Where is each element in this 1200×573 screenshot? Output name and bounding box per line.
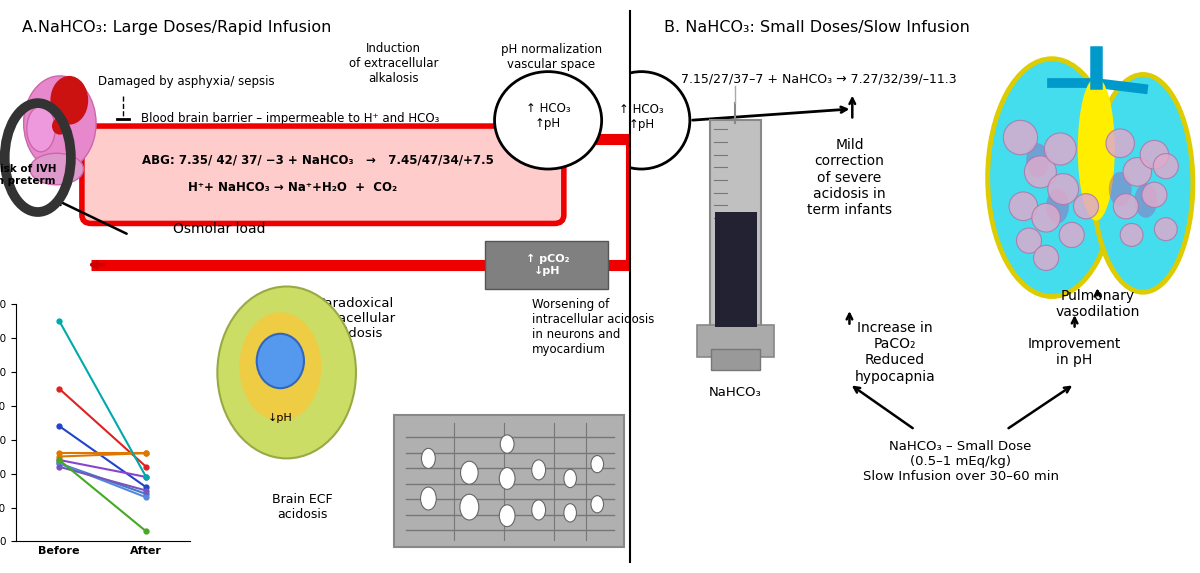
Text: H⁺+ NaHCO₃ → Na⁺+H₂O  +  CO₂: H⁺+ NaHCO₃ → Na⁺+H₂O + CO₂ xyxy=(188,182,397,194)
Circle shape xyxy=(1060,222,1085,248)
FancyBboxPatch shape xyxy=(697,325,774,357)
Ellipse shape xyxy=(1078,77,1115,221)
Text: ↑ HCO₃
↑pH: ↑ HCO₃ ↑pH xyxy=(526,102,570,129)
Ellipse shape xyxy=(257,333,304,388)
Circle shape xyxy=(1140,140,1169,169)
Text: ↓pH: ↓pH xyxy=(268,413,293,423)
FancyBboxPatch shape xyxy=(715,212,757,327)
Circle shape xyxy=(1153,154,1178,179)
Text: ↑ pCO₂
↓pH: ↑ pCO₂ ↓pH xyxy=(526,254,569,276)
Text: Blood brain barrier – impermeable to H⁺ and HCO₃: Blood brain barrier – impermeable to H⁺ … xyxy=(140,112,439,125)
Ellipse shape xyxy=(532,500,546,520)
Circle shape xyxy=(1074,194,1098,219)
Circle shape xyxy=(1106,129,1134,158)
Ellipse shape xyxy=(50,76,89,125)
Ellipse shape xyxy=(30,154,84,185)
Circle shape xyxy=(593,72,690,169)
Ellipse shape xyxy=(421,448,436,469)
Text: NaHCO₃ – Small Dose
(0.5–1 mEq/kg)
Slow Infusion over 30–60 min: NaHCO₃ – Small Dose (0.5–1 mEq/kg) Slow … xyxy=(863,439,1058,483)
Ellipse shape xyxy=(499,505,515,527)
Ellipse shape xyxy=(500,435,514,453)
Text: pH normalization
vascular space: pH normalization vascular space xyxy=(500,44,602,71)
Ellipse shape xyxy=(564,504,576,522)
Text: Risk of IVH
in preterm: Risk of IVH in preterm xyxy=(0,164,56,186)
Ellipse shape xyxy=(420,487,437,510)
Ellipse shape xyxy=(1093,74,1193,292)
Text: NaHCO₃: NaHCO₃ xyxy=(94,524,140,536)
Circle shape xyxy=(1044,133,1076,165)
Text: ↑ HCO₃
↑pH: ↑ HCO₃ ↑pH xyxy=(619,104,664,131)
Circle shape xyxy=(1003,120,1038,155)
Ellipse shape xyxy=(461,461,478,484)
Ellipse shape xyxy=(590,456,604,473)
FancyBboxPatch shape xyxy=(82,126,564,223)
Text: Increase in
PaCO₂
Reduced
hypocapnia: Increase in PaCO₂ Reduced hypocapnia xyxy=(854,321,936,384)
Text: B. NaHCO₃: Small Doses/Slow Infusion: B. NaHCO₃: Small Doses/Slow Infusion xyxy=(665,20,970,35)
Ellipse shape xyxy=(240,312,322,421)
Text: Mild
correction
of severe
acidosis in
term infants: Mild correction of severe acidosis in te… xyxy=(806,138,892,217)
FancyBboxPatch shape xyxy=(710,349,760,370)
Text: NaHCO₃: NaHCO₃ xyxy=(709,386,762,399)
Circle shape xyxy=(1142,182,1166,207)
Ellipse shape xyxy=(532,460,546,480)
Ellipse shape xyxy=(26,106,55,152)
FancyBboxPatch shape xyxy=(710,120,761,335)
Text: Worsening of
intracellular acidosis
in neurons and
myocardium: Worsening of intracellular acidosis in n… xyxy=(533,297,655,356)
Ellipse shape xyxy=(1109,172,1132,206)
Text: Induction
of extracellular
alkalosis: Induction of extracellular alkalosis xyxy=(349,41,438,85)
Ellipse shape xyxy=(1026,143,1049,178)
Ellipse shape xyxy=(217,286,356,458)
Circle shape xyxy=(1048,174,1079,205)
Circle shape xyxy=(1025,156,1056,188)
Ellipse shape xyxy=(1134,183,1157,218)
Circle shape xyxy=(1114,194,1139,219)
Circle shape xyxy=(494,72,601,169)
Circle shape xyxy=(1120,223,1142,246)
Ellipse shape xyxy=(460,494,479,520)
Text: A.NaHCO₃: Large Doses/Rapid Infusion: A.NaHCO₃: Large Doses/Rapid Infusion xyxy=(22,20,331,35)
Circle shape xyxy=(1154,218,1177,241)
Text: Improvement
in pH: Improvement in pH xyxy=(1028,337,1121,367)
Ellipse shape xyxy=(988,59,1116,297)
Circle shape xyxy=(1123,158,1152,186)
Text: Damaged by asphyxia/ sepsis: Damaged by asphyxia/ sepsis xyxy=(97,75,274,88)
Text: ABG: 7.35/ 42/ 37/ −3 + NaHCO₃   →   7.45/47/34/+7.5: ABG: 7.35/ 42/ 37/ −3 + NaHCO₃ → 7.45/47… xyxy=(143,154,494,167)
Circle shape xyxy=(1009,192,1038,221)
Ellipse shape xyxy=(24,76,96,171)
Text: Asphyxiated
infants –
cerebral blood
flow decreases
after bicarbonate
infusion: Asphyxiated infants – cerebral blood flo… xyxy=(84,320,187,408)
FancyBboxPatch shape xyxy=(394,415,624,547)
Circle shape xyxy=(1032,203,1061,232)
Ellipse shape xyxy=(590,496,604,513)
FancyBboxPatch shape xyxy=(485,241,608,289)
Ellipse shape xyxy=(564,469,576,488)
Text: Paradoxical
intracellular
acidosis: Paradoxical intracellular acidosis xyxy=(316,296,396,340)
Text: Brain ECF
acidosis: Brain ECF acidosis xyxy=(272,493,332,521)
Ellipse shape xyxy=(1046,189,1069,223)
Circle shape xyxy=(1033,245,1058,270)
Ellipse shape xyxy=(52,117,67,135)
Ellipse shape xyxy=(499,468,515,489)
Text: 7.15/27/37–7 + NaHCO₃ → 7.27/32/39/–11.3: 7.15/27/37–7 + NaHCO₃ → 7.27/32/39/–11.3 xyxy=(682,73,956,85)
Text: Pulmonary
vasodilation: Pulmonary vasodilation xyxy=(1055,289,1140,319)
Text: Osmolar load: Osmolar load xyxy=(173,222,265,236)
Circle shape xyxy=(1016,228,1042,253)
